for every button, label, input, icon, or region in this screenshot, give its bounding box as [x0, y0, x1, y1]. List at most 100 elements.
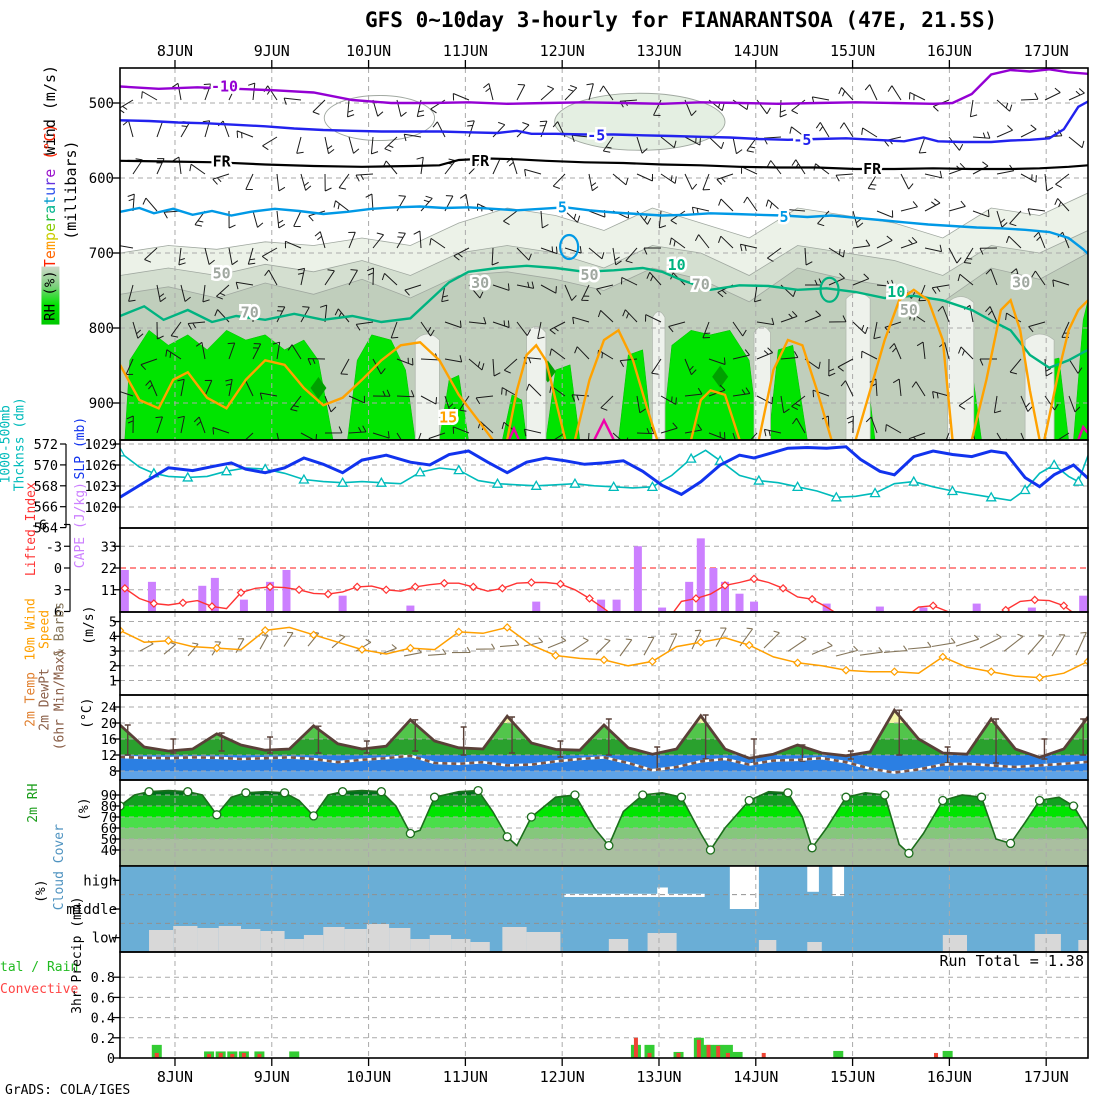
wind-barb — [972, 209, 990, 218]
panel-cloud — [120, 866, 1088, 952]
li-marker — [585, 594, 594, 603]
wind-barb — [646, 271, 662, 286]
wind-barb — [312, 99, 326, 115]
li-marker — [498, 583, 507, 593]
wind-barb — [1020, 92, 1039, 101]
wind-barb — [163, 210, 182, 219]
wind10m-barb — [811, 641, 833, 655]
wind-barb — [660, 395, 677, 405]
li-marker — [410, 582, 420, 592]
wind-barb — [972, 131, 991, 139]
date-label-top: 9JUN — [254, 42, 290, 60]
rh2m-marker — [880, 790, 890, 800]
wind-barb — [754, 284, 762, 303]
wind-barb — [432, 121, 446, 138]
wind-barb — [247, 247, 256, 265]
cloud-white-patch — [729, 866, 759, 909]
wind-barb — [900, 236, 918, 249]
rh2m-marker — [705, 845, 716, 855]
precip-tick-label: 0.2 — [91, 1031, 115, 1047]
wind-barb — [155, 416, 163, 434]
wind-barb — [1052, 279, 1070, 287]
cloud-white-patch — [832, 866, 845, 897]
wind-barb — [985, 306, 998, 323]
rh2m-marker — [120, 801, 125, 811]
li-marker — [468, 582, 478, 592]
rh2m-marker — [376, 787, 387, 797]
wind-barb — [932, 391, 950, 399]
wind-barb — [475, 395, 494, 405]
rh2m-marker — [502, 832, 512, 842]
wind-barb — [1010, 268, 1022, 286]
contour-label: 5 — [780, 208, 789, 226]
precip-tick-label: 0.8 — [91, 970, 115, 986]
wind-barb — [636, 173, 653, 182]
wind-barb — [264, 269, 278, 286]
date-label-bottom: 10JUN — [346, 1068, 391, 1086]
wind-barb — [381, 273, 398, 286]
li-marker — [1030, 595, 1040, 605]
rh2m-marker — [904, 848, 914, 858]
thickness-marker — [608, 481, 620, 491]
pressure-tick-label: 900 — [89, 396, 114, 412]
contour-label: 30 — [1012, 273, 1030, 291]
li-marker — [1059, 601, 1069, 611]
rh2m-marker — [429, 792, 440, 802]
wind-barb — [228, 84, 237, 101]
wind-barb — [586, 83, 594, 101]
rh2m-marker — [604, 840, 614, 851]
wind-barb — [900, 173, 914, 190]
wind-barb — [245, 173, 254, 190]
wind-barb — [452, 426, 470, 434]
cape-tick-label: 11 — [101, 583, 117, 599]
li-marker — [120, 583, 130, 593]
temp-minmax-bar — [605, 718, 612, 756]
wind-barb — [643, 247, 661, 255]
wind-barb — [526, 383, 542, 397]
wind-barb — [165, 349, 182, 360]
cape-bar — [147, 581, 156, 612]
slp-tick-label: 1023 — [84, 479, 117, 495]
cape-bar — [735, 593, 744, 612]
wind-barb — [739, 243, 758, 252]
wind-barb — [228, 247, 239, 266]
precip-rain-bar — [732, 1051, 743, 1058]
rh2m-marker — [1034, 795, 1045, 806]
wind-barb — [791, 418, 806, 434]
contour-20C-a — [507, 425, 520, 440]
wind-barb — [653, 99, 662, 116]
wind-barb — [828, 315, 847, 323]
wind-barb — [1031, 270, 1046, 286]
temp-band — [120, 710, 1088, 723]
wind-barb — [924, 198, 941, 212]
cape-bar — [612, 599, 621, 612]
wind-barb — [876, 235, 893, 249]
wind-barb — [716, 173, 734, 185]
temp-minmax-bar — [363, 740, 370, 754]
wind-barb — [276, 210, 286, 229]
wind10m-marker — [1083, 657, 1088, 666]
wind10m-tick-label: 1 — [109, 674, 117, 690]
contour-15C-f — [854, 288, 954, 440]
wind-barb — [263, 85, 278, 101]
thickness-marker — [869, 487, 881, 498]
wind-barb — [911, 381, 926, 397]
contour-label: -5 — [587, 126, 605, 144]
temp2m-tick-label: 12 — [101, 748, 117, 764]
wind10m-barb — [259, 634, 269, 650]
wind10m-barb — [907, 641, 932, 650]
contour-5C — [120, 205, 1088, 255]
li-marker — [928, 601, 938, 611]
wind-barb — [756, 317, 775, 326]
wind-barb — [636, 136, 648, 154]
wind-barb — [571, 134, 590, 143]
cloud-row-label: middle — [66, 902, 117, 918]
wind-barb — [767, 247, 782, 262]
wind-barb — [128, 284, 136, 302]
wind10m-marker — [986, 667, 996, 677]
date-label-bottom: 13JUN — [636, 1068, 681, 1086]
cape-bar — [239, 599, 248, 612]
wind-barb — [645, 314, 662, 323]
precip-convective-bar — [207, 1053, 212, 1058]
li-marker — [265, 582, 275, 592]
